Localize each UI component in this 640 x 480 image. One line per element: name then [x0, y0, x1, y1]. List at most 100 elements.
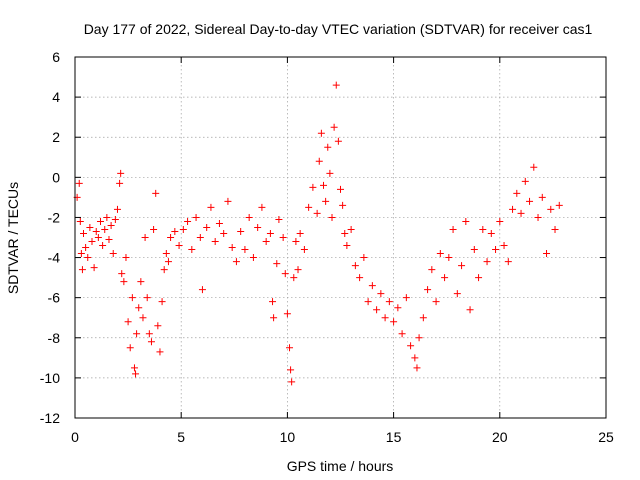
data-point [124, 318, 132, 326]
data-point [122, 254, 130, 262]
data-point [249, 254, 257, 262]
data-point [196, 234, 204, 241]
axis-ticks [74, 56, 607, 419]
data-point [300, 246, 308, 254]
data-point [475, 274, 483, 282]
data-point [368, 282, 376, 290]
data-point [94, 234, 102, 241]
data-point [279, 234, 287, 241]
data-point [296, 229, 304, 237]
data-point [364, 298, 372, 306]
plot-frame [74, 56, 607, 419]
x-tick-labels: 0 5 10 15 20 25 [71, 429, 614, 445]
data-point [75, 179, 83, 187]
x-axis-label: GPS time / hours [287, 458, 394, 474]
data-point [466, 306, 474, 314]
data-point [317, 129, 325, 137]
data-point [266, 229, 274, 237]
data-point [286, 344, 294, 352]
data-point [275, 215, 283, 223]
data-point [215, 219, 223, 227]
data-point [117, 169, 125, 177]
data-point [147, 338, 155, 346]
y-tick-label: 6 [52, 49, 60, 65]
x-tick-label: 15 [386, 429, 402, 445]
data-point [82, 244, 90, 252]
data-point [99, 242, 107, 250]
data-point [402, 294, 410, 302]
data-point [84, 254, 92, 262]
data-point [107, 221, 115, 229]
data-point [341, 229, 349, 237]
data-point [139, 314, 147, 322]
data-point [526, 197, 534, 205]
data-point [458, 262, 466, 270]
data-point [509, 205, 517, 213]
data-point [315, 157, 323, 165]
data-point [128, 294, 136, 302]
data-point [530, 163, 538, 171]
data-point [288, 378, 296, 386]
data-point [167, 234, 175, 241]
data-point [126, 344, 134, 352]
data-point [120, 278, 128, 286]
data-point [111, 215, 119, 223]
data-point [320, 181, 328, 189]
data-point [156, 348, 164, 356]
data-point [407, 342, 415, 350]
data-point [137, 278, 145, 286]
data-point [152, 189, 160, 197]
chart-title: Day 177 of 2022, Sidereal Day-to-day VTE… [84, 21, 593, 37]
data-point [504, 258, 512, 266]
data-point [351, 262, 359, 270]
data-point [377, 290, 385, 298]
data-point [270, 314, 278, 322]
data-point [330, 123, 338, 131]
data-point [283, 310, 291, 318]
data-point [356, 274, 364, 282]
data-point [294, 266, 302, 274]
data-point [273, 260, 281, 268]
data-point [228, 244, 236, 252]
y-tick-label: -6 [48, 290, 61, 306]
data-point [198, 286, 206, 294]
data-point [78, 266, 86, 274]
x-tick-label: 0 [71, 429, 79, 445]
data-point [171, 227, 179, 235]
data-point [220, 229, 228, 237]
data-point [309, 183, 317, 191]
data-point [143, 294, 151, 302]
grid [75, 57, 606, 418]
data-point [241, 246, 249, 254]
data-point [313, 209, 321, 217]
data-point [462, 217, 470, 225]
data-point [105, 236, 113, 244]
data-point [385, 298, 393, 306]
data-point [419, 314, 427, 322]
data-point [179, 225, 187, 233]
data-point [339, 201, 347, 209]
data-point [90, 264, 98, 272]
data-point [135, 304, 143, 312]
x-tick-label: 25 [598, 429, 614, 445]
data-point [141, 234, 149, 241]
data-point [326, 169, 334, 177]
data-point [262, 238, 270, 246]
data-point [96, 217, 104, 225]
data-point [547, 205, 555, 213]
data-point [343, 242, 351, 250]
data-point [132, 370, 140, 378]
data-point [130, 364, 138, 372]
data-point [394, 304, 402, 312]
data-point [479, 225, 487, 233]
data-point [432, 298, 440, 306]
data-point [470, 246, 478, 254]
data-point [413, 364, 421, 372]
data-point [398, 330, 406, 338]
data-point [521, 177, 529, 185]
data-point [305, 203, 313, 211]
data-point [258, 203, 266, 211]
data-point [158, 298, 166, 306]
data-point [436, 250, 444, 258]
